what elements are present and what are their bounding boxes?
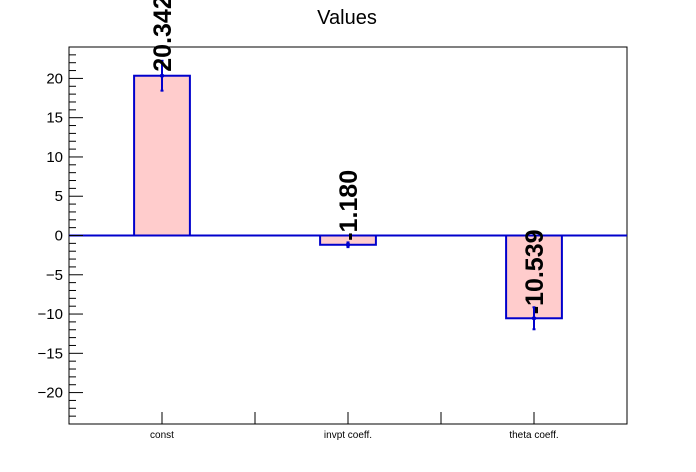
y-tick-label: 5 [55,188,63,205]
data-labels: 20.342 -1.180 -10.539 [149,0,549,314]
x-tick-label: invpt coeff. [324,430,372,441]
bar-const [133,74,191,237]
bars [133,59,563,331]
y-tick-label: −20 [38,385,63,402]
data-label: -1.180 [335,170,363,241]
data-label: -10.539 [521,229,549,314]
y-tick-label: 10 [46,149,63,166]
x-tick-label: theta coeff. [509,430,558,441]
data-label: 20.342 [149,0,177,72]
y-tick-label: −10 [38,306,63,323]
y-tick-label: −15 [38,345,63,362]
y-tick-label: 15 [46,110,63,127]
bar-theta coeff. [505,234,563,320]
y-tick-label: −5 [46,267,63,284]
y-tick-label: 0 [55,228,63,245]
y-tick-label: 20 [46,70,63,87]
x-tick-label: const [150,430,174,441]
axes: −20 −15 −10 −5 0 5 10 15 20 const invpt coeff. thet… [38,46,627,441]
chart-title: Values [317,7,377,29]
